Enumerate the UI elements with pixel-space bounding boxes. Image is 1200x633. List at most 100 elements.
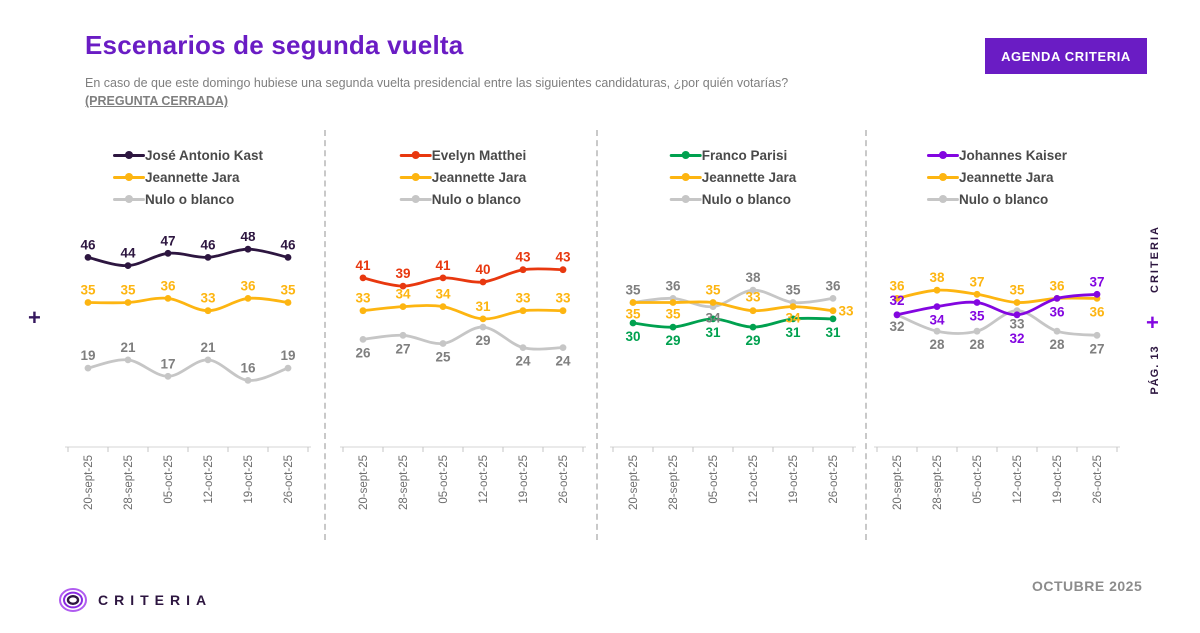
- value-label: 33: [1009, 317, 1025, 332]
- scenario-panel-kaiser: Johannes Kaiser Jeannette Jara Nulo o blan…: [872, 132, 1122, 544]
- data-point: [933, 303, 941, 310]
- value-label: 36: [160, 278, 176, 293]
- question-subtitle: En caso de que este domingo hubiese una …: [85, 74, 965, 110]
- value-label: 31: [825, 325, 841, 340]
- panel-divider: [324, 130, 326, 540]
- data-point: [709, 299, 717, 306]
- legend-label: Nulo o blanco: [958, 191, 1049, 207]
- criteria-logo: CRITERIA: [58, 585, 212, 615]
- x-axis-label: 12-oct-25: [748, 455, 760, 504]
- value-label: 35: [969, 309, 985, 324]
- data-point: [519, 344, 527, 351]
- data-point: [284, 299, 292, 306]
- data-point: [829, 295, 837, 302]
- series-line: [86, 296, 290, 313]
- data-point: [244, 245, 252, 253]
- data-point: [479, 278, 487, 286]
- legend: Johannes Kaiser Jeannette Jara Nulo o blan…: [926, 144, 1067, 210]
- value-label: 24: [515, 354, 531, 369]
- value-label: 31: [705, 325, 721, 340]
- value-label: 29: [745, 333, 760, 348]
- legend-item: Nulo o blanco: [112, 188, 263, 210]
- legend-line-marker-icon: [112, 151, 145, 159]
- x-axis-label: 28-sept-25: [668, 455, 680, 510]
- value-label: 33: [555, 291, 571, 306]
- value-label: 36: [240, 278, 256, 293]
- legend-label: Jeannette Jara: [144, 169, 240, 185]
- value-label: 46: [200, 237, 216, 252]
- x-axis-label: 26-oct-25: [283, 455, 295, 504]
- value-label: 36: [1049, 278, 1065, 293]
- x-axis-label: 19-oct-25: [243, 455, 255, 504]
- data-point: [749, 286, 757, 294]
- data-point: [669, 323, 677, 331]
- legend-line-marker-icon: [669, 173, 702, 181]
- question-type-label: (PREGUNTA CERRADA): [85, 94, 229, 109]
- x-axis-label: 28-sept-25: [398, 455, 410, 510]
- report-period: OCTUBRE 2025: [1032, 578, 1143, 594]
- value-label: 36: [1089, 304, 1105, 319]
- x-axis-label: 12-oct-25: [1012, 455, 1024, 504]
- data-point: [399, 303, 407, 310]
- value-label: 33: [515, 291, 531, 306]
- question-text: En caso de que este domingo hubiese una …: [85, 76, 789, 90]
- value-label: 35: [785, 283, 801, 298]
- x-axis-label: 28-sept-25: [123, 455, 135, 510]
- data-point: [439, 303, 447, 310]
- legend-item: Jeannette Jara: [112, 166, 263, 188]
- legend-item: Evelyn Matthei: [399, 144, 527, 166]
- data-point: [164, 372, 172, 380]
- series-line: [361, 267, 565, 288]
- data-point: [204, 356, 212, 364]
- value-label: 36: [665, 278, 681, 293]
- value-label: 41: [435, 258, 451, 273]
- series-line: [86, 247, 290, 268]
- value-label: 21: [120, 340, 136, 355]
- value-label: 38: [929, 270, 945, 285]
- data-point: [709, 315, 717, 323]
- value-label: 44: [120, 246, 136, 261]
- x-axis-label: 12-oct-25: [203, 455, 215, 504]
- legend-label: Jeannette Jara: [958, 169, 1054, 185]
- data-point: [439, 274, 447, 282]
- data-point: [629, 319, 637, 327]
- legend-label: Franco Parisi: [701, 147, 788, 163]
- legend-item: Nulo o blanco: [926, 188, 1067, 210]
- x-axis-label: 05-oct-25: [972, 455, 984, 504]
- scenario-panel-parisi: Franco Parisi Jeannette Jara Nulo o blanco…: [608, 132, 858, 544]
- x-axis-label: 26-oct-25: [558, 455, 570, 504]
- x-axis-label: 19-oct-25: [518, 455, 530, 504]
- footer-brand-text: CRITERIA: [98, 592, 213, 608]
- concentric-rings-icon: [59, 588, 87, 612]
- x-axis-label: 28-sept-25: [932, 455, 944, 510]
- value-label: 34: [395, 287, 411, 302]
- side-brand-text: CRITERIA: [1149, 225, 1161, 293]
- data-point: [479, 323, 487, 331]
- data-point: [359, 274, 367, 282]
- agenda-criteria-button[interactable]: AGENDA CRITERIA: [985, 38, 1147, 74]
- value-label: 32: [1009, 331, 1024, 346]
- value-label: 35: [80, 283, 96, 298]
- data-point: [244, 377, 252, 384]
- line-chart: 20-sept-25 28-sept-25 05-oct-25 12-oct-25 19…: [874, 270, 1120, 510]
- legend-label: Nulo o blanco: [144, 191, 235, 207]
- value-label: 27: [1089, 341, 1104, 356]
- data-point: [973, 327, 981, 335]
- value-label: 31: [785, 325, 801, 340]
- value-label: 46: [80, 237, 96, 252]
- value-label: 33: [200, 291, 216, 306]
- series-line: [86, 358, 290, 382]
- data-point: [124, 262, 132, 269]
- data-point: [399, 331, 407, 339]
- data-point: [359, 307, 367, 315]
- data-point: [1053, 327, 1061, 335]
- value-label: 43: [555, 250, 571, 265]
- value-label: 35: [705, 283, 721, 298]
- x-axis-label: 26-oct-25: [1092, 455, 1104, 504]
- data-point: [124, 299, 132, 306]
- legend-line-marker-icon: [926, 151, 959, 159]
- panel-divider: [596, 130, 598, 540]
- data-point: [933, 286, 941, 294]
- value-label: 21: [200, 340, 216, 355]
- legend-line-marker-icon: [669, 195, 702, 203]
